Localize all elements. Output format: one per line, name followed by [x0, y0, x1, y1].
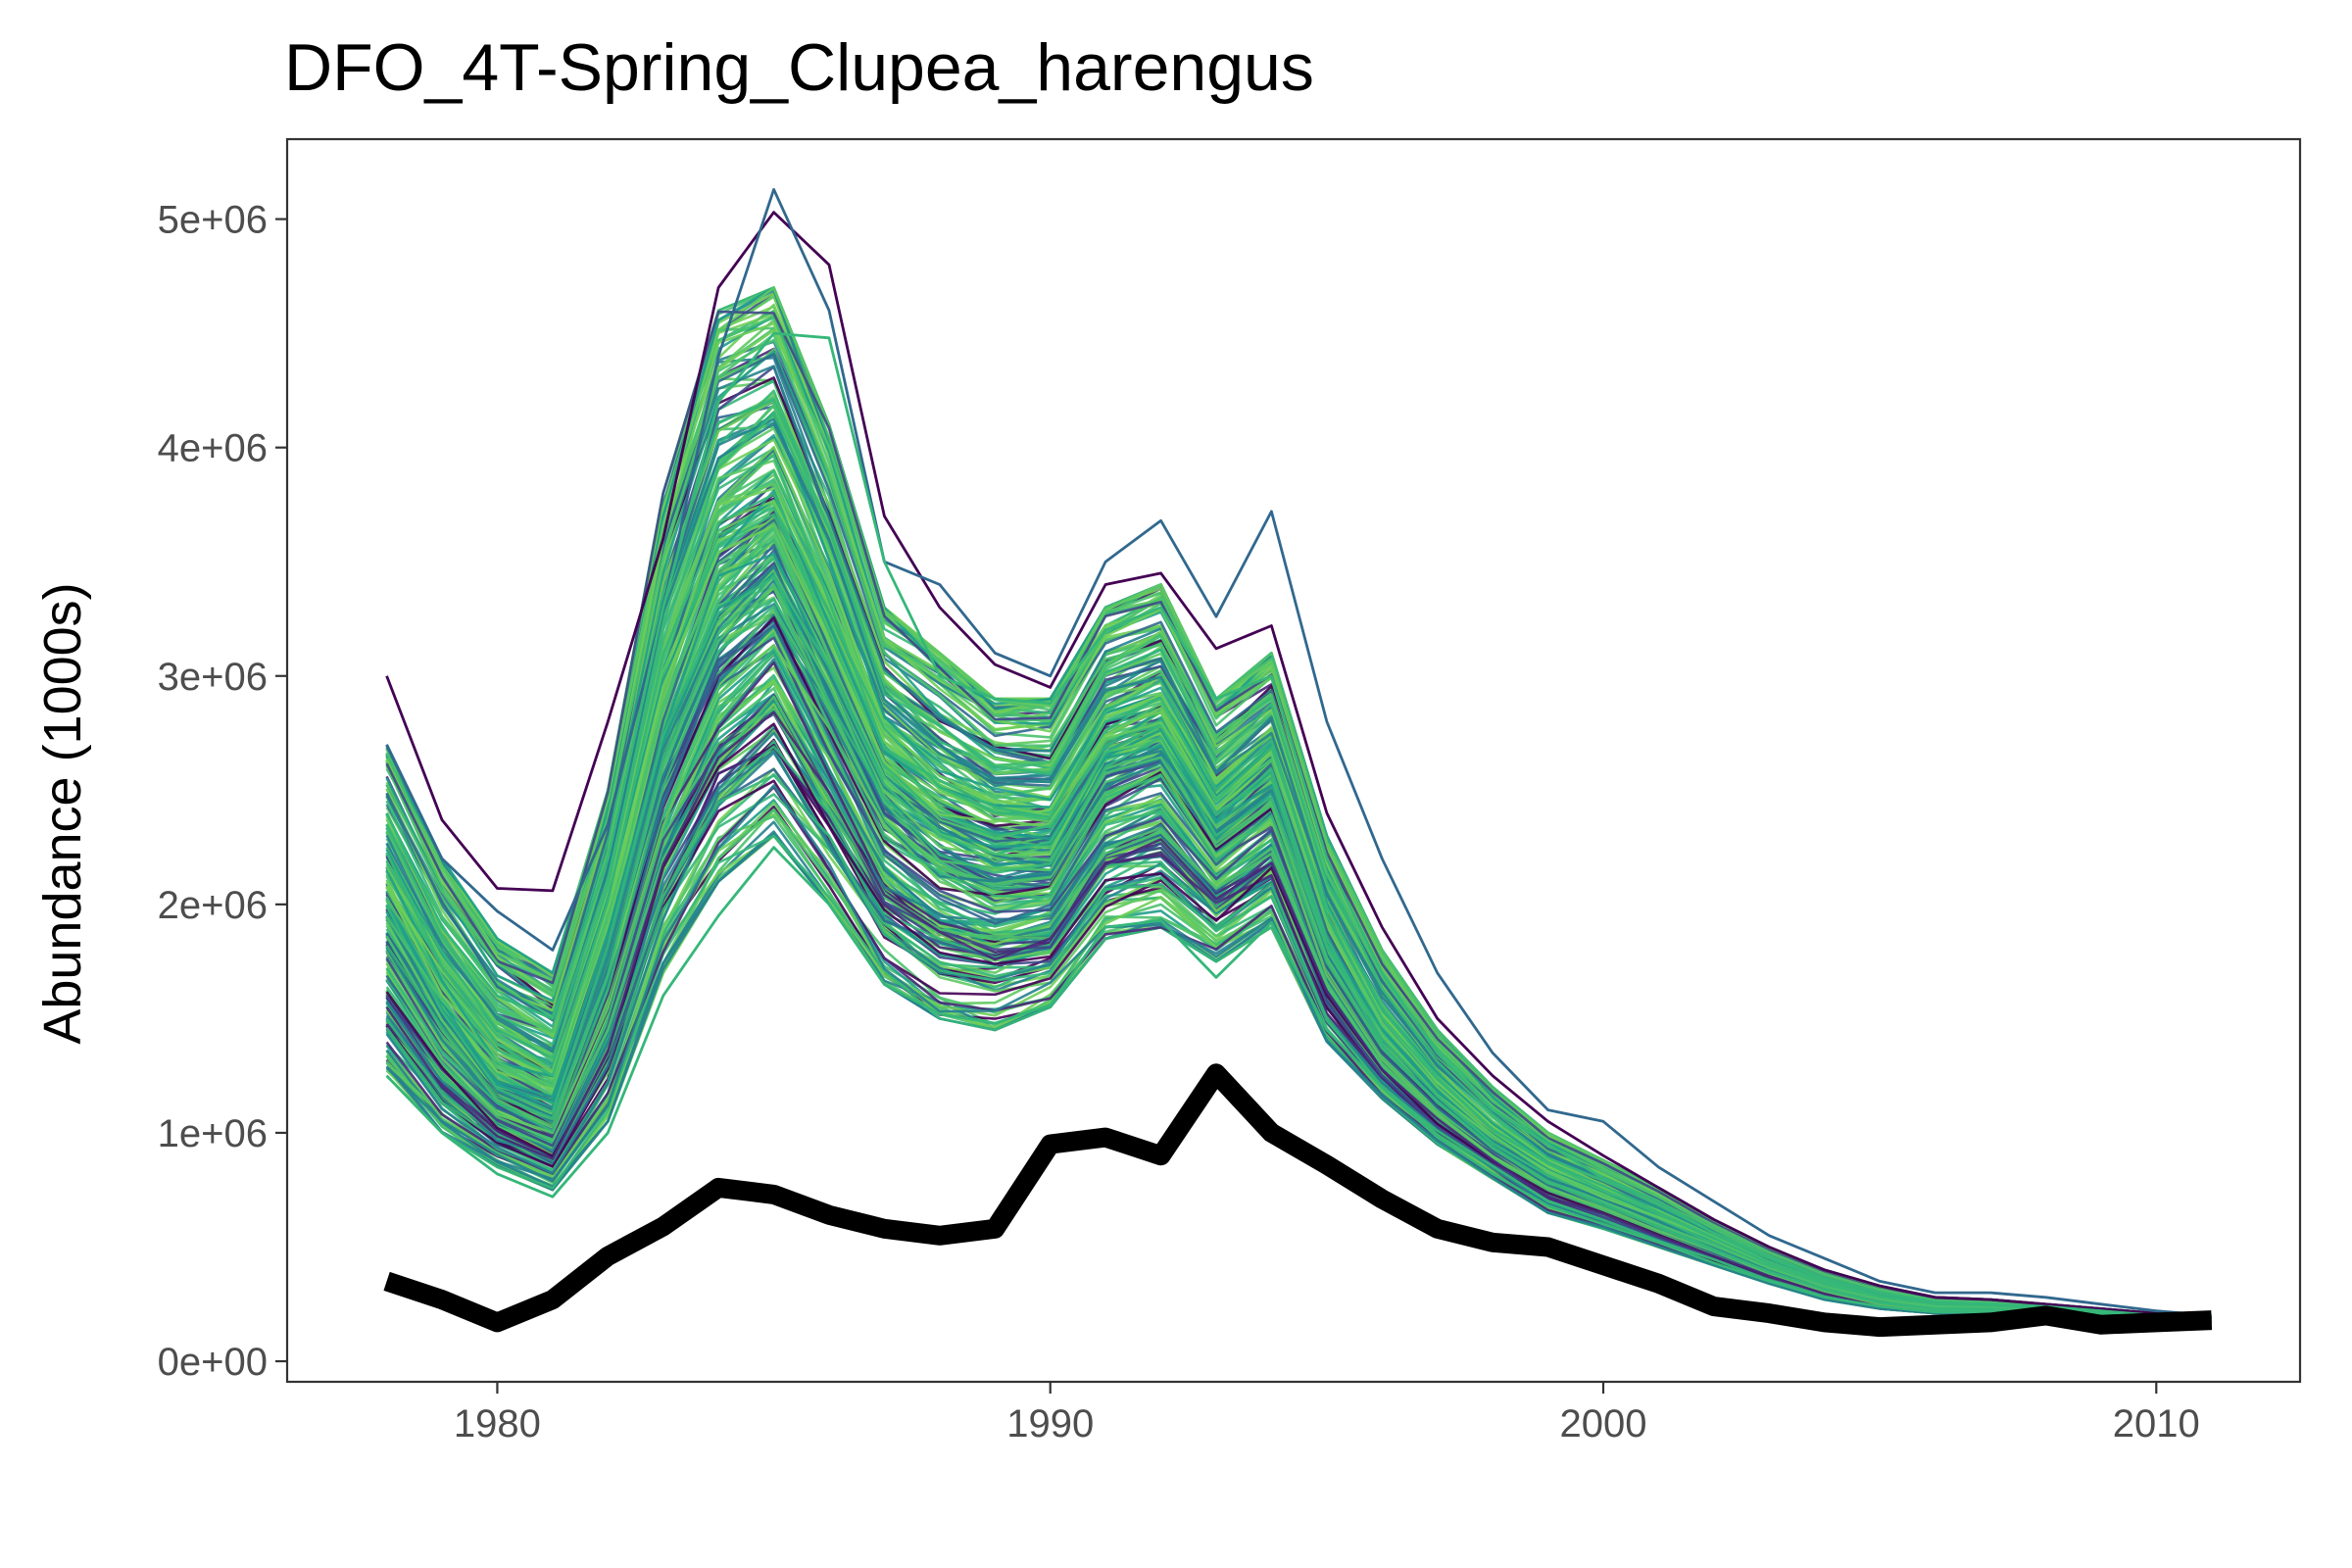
x-tick-label: 1990 [1006, 1402, 1094, 1446]
y-tick-label: 1e+06 [158, 1112, 268, 1155]
simulation-line [385, 211, 2212, 1320]
y-tick-label: 2e+06 [158, 884, 268, 927]
simulation-line [385, 187, 2212, 1317]
x-tick-label: 2010 [2113, 1402, 2200, 1446]
observed-series [383, 1063, 2213, 1338]
y-axis: 0e+00 1e+06 2e+06 3e+06 4e+06 5e+06 [158, 199, 287, 1384]
y-tick-label: 0e+00 [158, 1341, 268, 1384]
simulation-line [385, 605, 2212, 1322]
y-tick-label: 3e+06 [158, 656, 268, 699]
plot-panel-border [285, 137, 2302, 1384]
simulation-line [385, 333, 2212, 1320]
y-axis-label: Abundance (1000s) [33, 582, 92, 1044]
simulation-line [385, 525, 2212, 1322]
y-tick-label: 4e+06 [158, 427, 268, 470]
simulation-line [385, 493, 2212, 1321]
simulation-line [385, 846, 2212, 1323]
simulation-line [385, 784, 2212, 1324]
x-axis: 1980 1990 2000 2010 [454, 1382, 2200, 1446]
y-tick-label: 5e+06 [158, 199, 268, 242]
chart-title: DFO_4T-Spring_Clupea_harengus [284, 30, 1314, 105]
simulation-line [385, 331, 2212, 1321]
simulation-lines [385, 187, 2212, 1324]
observed-line [383, 1063, 2213, 1338]
x-tick-label: 2000 [1560, 1402, 1647, 1446]
x-tick-label: 1980 [454, 1402, 541, 1446]
